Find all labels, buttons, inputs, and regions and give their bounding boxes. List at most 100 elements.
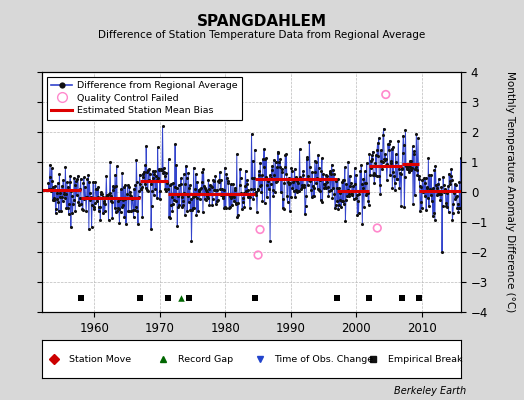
Point (72, 187, 81, 194)
Point (53, 196, 61, 202)
Point (105, 190, 114, 196)
Point (143, 187, 151, 193)
Point (78, 195, 86, 202)
Point (201, 185, 209, 191)
Point (445, 177, 454, 184)
Point (402, 165, 411, 171)
Point (338, 178, 346, 185)
Point (183, 208, 191, 214)
Point (435, 191, 444, 197)
Point (282, 171, 290, 177)
Point (72, 178, 80, 184)
Point (113, 208, 122, 214)
Point (333, 294, 341, 301)
Point (44, 180, 52, 186)
Point (155, 166, 163, 172)
Point (155, 167, 163, 173)
Point (77, 294, 85, 301)
Point (352, 172, 361, 178)
Point (61, 194, 69, 201)
Point (223, 175, 231, 182)
Point (170, 184, 179, 190)
Point (411, 166, 419, 172)
Point (189, 205, 198, 211)
Point (322, 172, 330, 178)
Point (286, 208, 294, 214)
Point (325, 168, 334, 175)
Point (417, 184, 425, 190)
Point (102, 194, 110, 200)
Point (90, 204, 98, 210)
Point (81, 184, 89, 190)
Point (383, 160, 391, 167)
Point (239, 190, 248, 196)
Point (140, 181, 149, 188)
Point (351, 165, 359, 171)
Point (92, 186, 100, 192)
Point (229, 181, 237, 187)
Point (445, 170, 453, 177)
Point (416, 182, 424, 189)
Point (222, 171, 231, 177)
Point (297, 186, 305, 192)
Point (127, 208, 136, 214)
Point (161, 186, 169, 192)
Point (128, 196, 136, 202)
Point (62, 190, 70, 197)
Point (140, 168, 148, 175)
Point (231, 187, 239, 193)
Point (156, 196, 164, 202)
Point (267, 174, 276, 181)
Point (175, 202, 183, 208)
Point (101, 201, 110, 207)
Point (400, 204, 409, 210)
Point (442, 203, 451, 210)
Point (241, 183, 249, 190)
Point (452, 194, 461, 200)
Point (274, 148, 282, 155)
Point (245, 192, 253, 199)
Point (328, 195, 336, 201)
Point (100, 198, 108, 205)
Point (271, 188, 279, 195)
Point (51, 210, 60, 216)
Point (54, 208, 63, 214)
Point (286, 180, 294, 186)
Point (425, 203, 433, 209)
Point (379, 132, 387, 138)
Point (341, 218, 350, 224)
Point (168, 194, 176, 201)
Point (287, 194, 295, 200)
Point (118, 169, 126, 176)
Point (266, 180, 275, 187)
Point (108, 183, 117, 190)
Point (308, 194, 316, 200)
Point (51, 183, 59, 190)
Point (208, 202, 216, 208)
Point (141, 162, 149, 169)
Point (199, 209, 207, 216)
Point (129, 214, 138, 220)
Point (456, 205, 464, 211)
Point (172, 185, 181, 191)
Point (256, 183, 264, 190)
Point (260, 199, 269, 206)
Point (191, 186, 200, 193)
Point (259, 156, 267, 162)
Text: SPANGDAHLEM: SPANGDAHLEM (197, 14, 327, 29)
Point (443, 190, 451, 196)
Point (290, 166, 299, 172)
Point (177, 294, 185, 301)
Point (133, 179, 141, 186)
Point (185, 294, 193, 301)
Point (450, 181, 458, 188)
Point (59, 198, 67, 204)
Point (435, 190, 443, 197)
Point (368, 156, 376, 162)
Point (334, 176, 342, 182)
Point (101, 208, 109, 214)
Point (107, 193, 115, 199)
Point (193, 195, 202, 201)
Text: Berkeley Earth: Berkeley Earth (394, 386, 466, 396)
Point (67, 188, 75, 194)
